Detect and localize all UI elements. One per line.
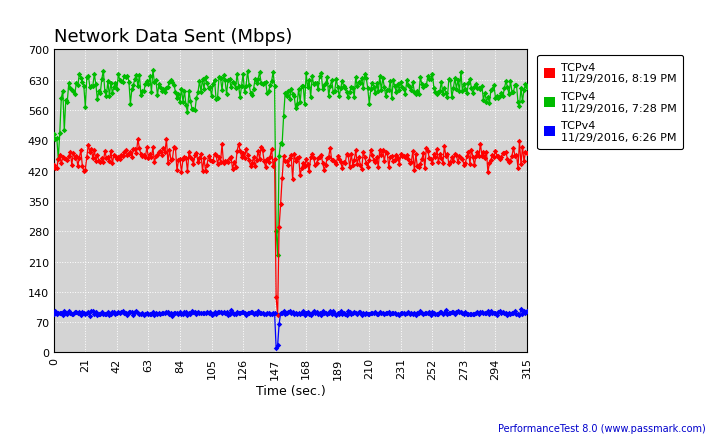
X-axis label: Time (sec.): Time (sec.) (255, 384, 326, 397)
Text: PerformanceTest 8.0 (www.passmark.com): PerformanceTest 8.0 (www.passmark.com) (498, 423, 706, 433)
Text: Network Data Sent (Mbps): Network Data Sent (Mbps) (54, 28, 292, 46)
Legend: TCPv4
11/29/2016, 8:19 PM, TCPv4
11/29/2016, 7:28 PM, TCPv4
11/29/2016, 6:26 PM: TCPv4 11/29/2016, 8:19 PM, TCPv4 11/29/2… (537, 56, 683, 149)
